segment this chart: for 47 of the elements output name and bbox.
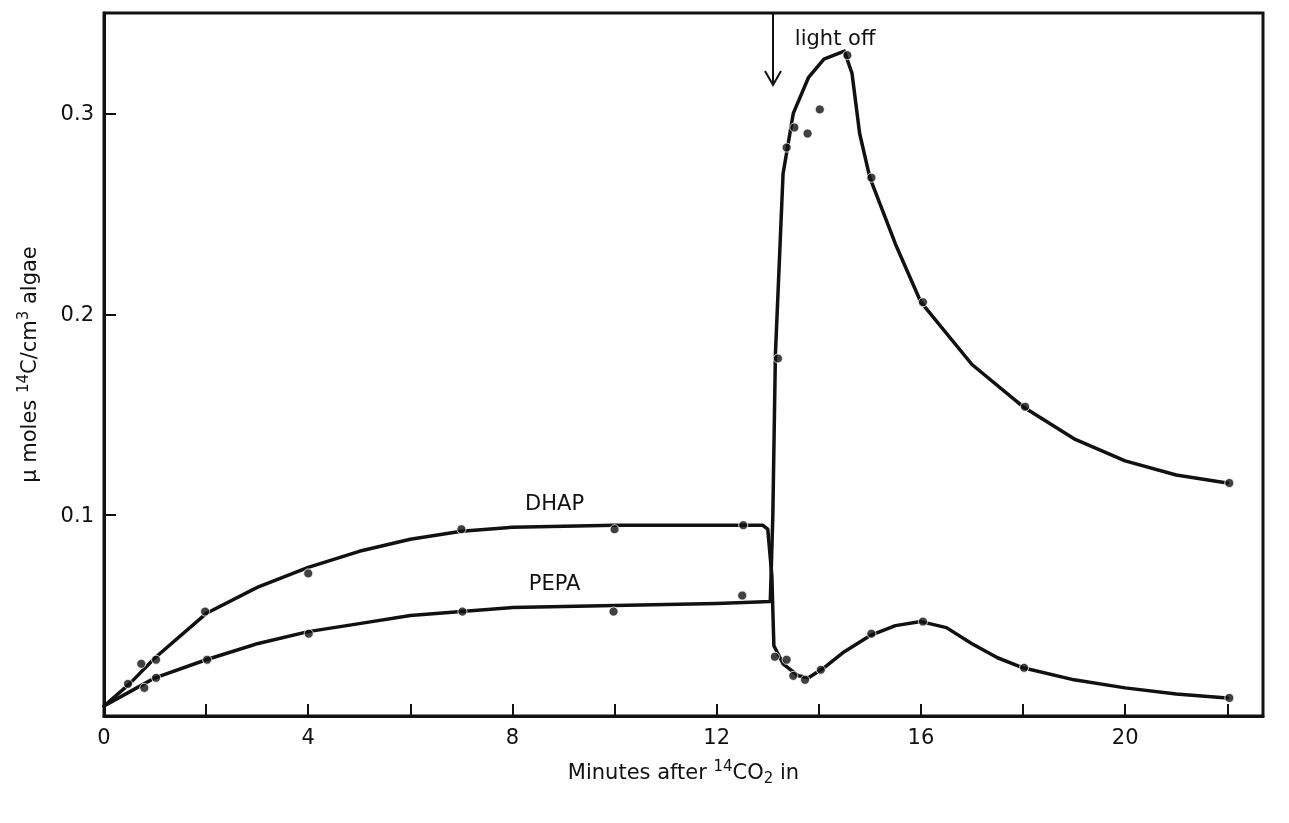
point [802, 128, 813, 139]
point [123, 678, 133, 689]
point [737, 590, 748, 601]
point [303, 628, 314, 639]
y-tick-label: 0.2 [60, 302, 94, 327]
point [788, 670, 799, 681]
point [1020, 401, 1031, 412]
x-tick-label: 8 [505, 724, 520, 749]
point [151, 654, 162, 665]
x-tick-label: 4 [301, 724, 315, 749]
point [1019, 662, 1030, 673]
x-tick-label: 0 [97, 724, 111, 749]
x-tick-label: 20 [1111, 724, 1139, 749]
point [866, 172, 877, 183]
point [139, 682, 150, 693]
point [781, 142, 792, 153]
point [789, 122, 800, 133]
point [456, 524, 467, 535]
y-tick-label: 0.3 [60, 101, 94, 126]
point [1224, 692, 1235, 703]
point [608, 606, 619, 617]
point [151, 672, 162, 683]
point [842, 50, 853, 61]
point [457, 606, 468, 617]
x-tick-label: 16 [907, 724, 935, 749]
point [303, 568, 314, 579]
point [609, 524, 620, 535]
point [815, 664, 826, 675]
point [917, 616, 928, 627]
ref-line-label: light off [794, 25, 876, 50]
point [814, 104, 825, 115]
point [917, 297, 928, 308]
point [769, 651, 780, 662]
series-label: PEPA [528, 571, 582, 596]
y-tick-label: 0.1 [60, 503, 94, 528]
point [136, 658, 147, 669]
point [200, 606, 211, 617]
y-axis-title: μ moles 14C/cm3 algae [13, 246, 41, 483]
series-label: DHAP [525, 490, 585, 515]
point [800, 674, 811, 685]
point [202, 654, 213, 665]
point [781, 654, 792, 665]
point [866, 628, 877, 639]
point [772, 353, 783, 364]
point [1224, 478, 1235, 488]
x-tick-label: 12 [703, 724, 731, 749]
point [738, 520, 749, 531]
